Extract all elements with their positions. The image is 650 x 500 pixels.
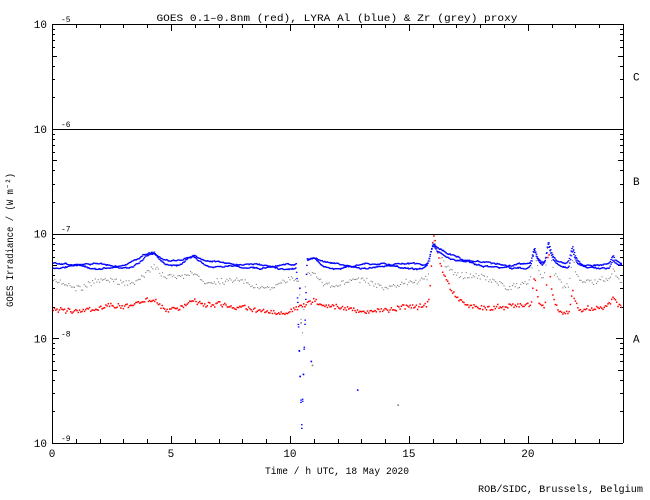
svg-text:-5: -5 bbox=[61, 16, 71, 25]
svg-text:10: 10 bbox=[34, 125, 47, 137]
svg-text:GOES Irradiance / (W m⁻²): GOES Irradiance / (W m⁻²) bbox=[5, 173, 17, 307]
svg-text:10: 10 bbox=[34, 439, 47, 451]
svg-text:10: 10 bbox=[34, 334, 47, 346]
svg-text:-6: -6 bbox=[61, 121, 71, 130]
svg-text:10: 10 bbox=[34, 20, 47, 32]
svg-text:15: 15 bbox=[402, 449, 415, 461]
svg-text:ROB/SIDC, Brussels, Belgium: ROB/SIDC, Brussels, Belgium bbox=[478, 484, 643, 496]
svg-text:GOES 0.1–0.8nm (red), LYRA Al: GOES 0.1–0.8nm (red), LYRA Al (blue) & Z… bbox=[157, 13, 518, 25]
svg-text:10: 10 bbox=[34, 230, 47, 242]
svg-text:-9: -9 bbox=[61, 435, 71, 444]
svg-text:C: C bbox=[633, 72, 640, 84]
svg-text:20: 20 bbox=[521, 449, 534, 461]
svg-text:0: 0 bbox=[49, 449, 56, 461]
svg-text:-7: -7 bbox=[61, 226, 71, 235]
svg-text:A: A bbox=[633, 334, 640, 346]
svg-text:5: 5 bbox=[168, 449, 175, 461]
svg-text:B: B bbox=[633, 177, 640, 189]
svg-text:10: 10 bbox=[283, 449, 296, 461]
svg-text:-8: -8 bbox=[61, 330, 71, 339]
svg-text:Time / h UTC, 18 May 2020: Time / h UTC, 18 May 2020 bbox=[265, 466, 409, 478]
